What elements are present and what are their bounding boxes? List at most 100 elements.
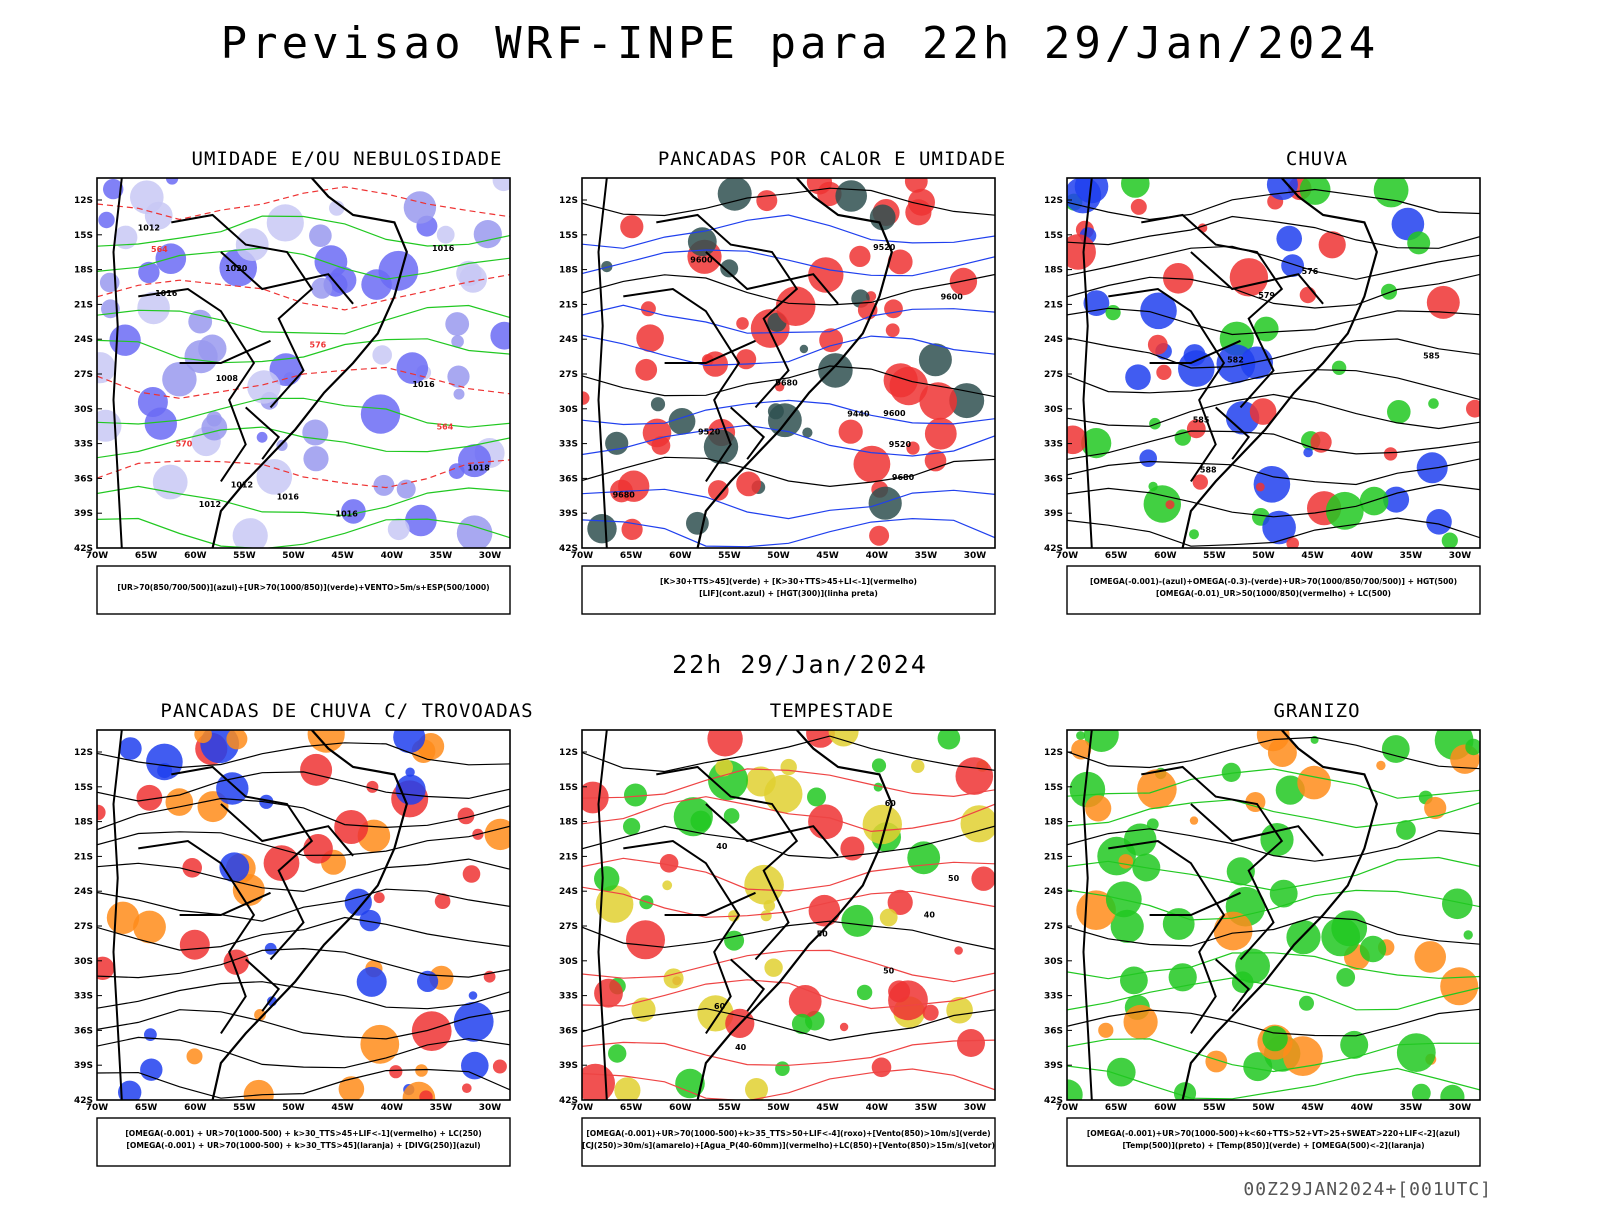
contour-label: 585: [1423, 352, 1440, 361]
field-blob: [1186, 419, 1206, 439]
field-blob: [411, 1011, 452, 1051]
field-blob: [1125, 364, 1151, 390]
political-border: [1190, 803, 1324, 857]
field-blob: [1441, 532, 1458, 548]
political-border: [1141, 765, 1284, 961]
contour-line: [97, 771, 510, 802]
field-blob: [186, 1048, 203, 1065]
contour-line: [97, 517, 510, 548]
field-blob: [254, 1009, 266, 1021]
field-blob: [1414, 941, 1446, 973]
lat-tick-label: 36S: [74, 474, 93, 484]
panel-tempestade: TEMPESTADE: [582, 700, 1082, 1200]
political-border: [1108, 839, 1226, 1034]
field-blob: [764, 774, 803, 814]
field-blob: [808, 804, 843, 840]
lat-tick-label: 18S: [1044, 818, 1063, 828]
contour-label: 40: [735, 1043, 747, 1052]
political-border: [138, 287, 256, 482]
contour-label: 1008: [216, 374, 239, 383]
lon-tick-label: 60W: [1154, 551, 1177, 561]
contour-label: 564: [151, 245, 168, 254]
field-blob: [868, 486, 902, 520]
field-blob: [1253, 466, 1291, 503]
contour-label: 9600: [941, 293, 964, 302]
lat-tick-label: 24S: [1044, 335, 1063, 345]
field-blob: [119, 737, 142, 760]
field-blob: [702, 351, 728, 377]
contour-line: [1067, 977, 1480, 1011]
contour-label: 1016: [336, 510, 359, 519]
legend-text: [CJ(250)>30m/s](amarelo)+[Agua_P(40-60mm…: [582, 1141, 995, 1150]
field-blob: [767, 403, 784, 420]
contour-label: 9600: [883, 409, 906, 418]
field-blob: [1262, 510, 1296, 545]
field-blob: [1067, 178, 1102, 214]
lat-tick-label: 24S: [74, 335, 93, 345]
lon-tick-label: 55W: [718, 1103, 741, 1113]
field-blob: [1299, 286, 1317, 304]
panel-title: PANCADAS POR CALOR E UMIDADE: [657, 148, 1007, 170]
field-blob: [717, 178, 752, 211]
contour-line: [1067, 458, 1480, 486]
contour-label: 9680: [613, 490, 636, 499]
field-blob: [1076, 731, 1086, 741]
contour-line: [97, 426, 510, 459]
lat-tick-label: 27S: [74, 370, 93, 380]
lat-tick-label: 39S: [74, 1061, 93, 1071]
field-blob: [764, 958, 783, 977]
field-blob: [1192, 474, 1208, 490]
field-blob: [707, 730, 743, 757]
field-blob: [1226, 857, 1255, 886]
political-border: [656, 213, 799, 409]
contour-line: [582, 399, 995, 426]
political-border: [138, 839, 256, 1034]
contour-line: [97, 858, 510, 893]
contour-label: 9520: [889, 440, 912, 449]
field-blob: [188, 309, 213, 334]
field-blob: [780, 758, 797, 776]
lon-tick-label: 55W: [1203, 1103, 1226, 1113]
legend-text: [OMEGA(-0.001) + UR>70(1000-500) + k>30_…: [125, 1129, 481, 1138]
lat-tick-label: 18S: [74, 818, 93, 828]
lat-tick-label: 18S: [74, 266, 93, 276]
field-blob: [157, 763, 173, 779]
field-blob: [635, 358, 658, 381]
field-blob: [417, 970, 439, 992]
field-blob: [918, 343, 952, 377]
field-blob: [1299, 178, 1331, 205]
field-blob: [1121, 178, 1150, 198]
lon-tick-label: 30W: [964, 1103, 987, 1113]
field-blob: [1245, 792, 1266, 812]
field-blob: [303, 446, 329, 472]
field-blob: [1442, 888, 1473, 920]
field-blob: [871, 758, 887, 773]
contour-line: [582, 365, 995, 398]
lat-tick-label: 36S: [1044, 1026, 1063, 1036]
lon-tick-label: 45W: [816, 1103, 839, 1113]
contour-line: [97, 338, 510, 364]
field-blob: [356, 966, 387, 997]
field-blob: [98, 211, 115, 229]
lat-tick-label: 39S: [559, 509, 578, 519]
lat-tick-label: 33S: [74, 440, 93, 450]
field-blob: [389, 1065, 403, 1079]
field-blob: [405, 504, 437, 537]
field-blob: [745, 1078, 768, 1100]
lat-tick-label: 12S: [559, 748, 578, 758]
contour-label: 50: [817, 930, 829, 939]
contour-line: [1067, 517, 1480, 547]
field-blob: [456, 260, 482, 287]
contour-line: [582, 273, 995, 306]
contour-label: 40: [716, 842, 728, 851]
field-blob: [166, 178, 179, 185]
field-blob: [1231, 971, 1254, 993]
political-border: [179, 891, 271, 916]
field-blob: [201, 414, 228, 441]
contour-line: [582, 334, 995, 367]
field-blob: [1120, 966, 1148, 995]
field-blob: [194, 730, 212, 744]
field-blob: [668, 408, 696, 435]
field-blob: [1243, 1052, 1273, 1082]
field-blob: [949, 383, 985, 419]
